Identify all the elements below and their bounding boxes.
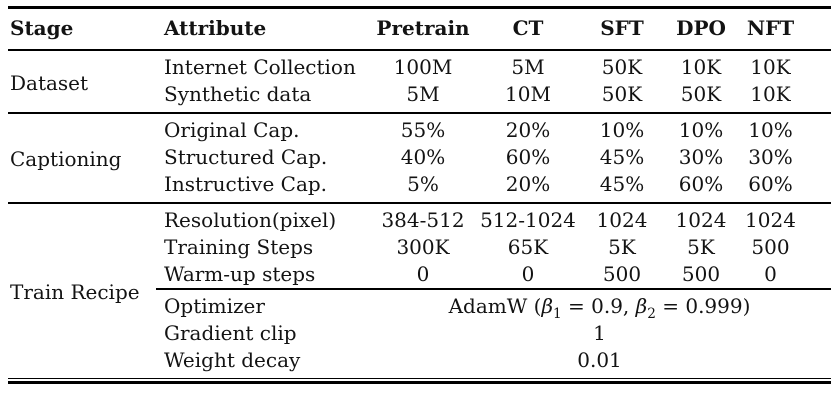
attribute-cell: Training Steps xyxy=(164,235,314,259)
table-row: Dataset Internet Collection 100M 5M 50K … xyxy=(8,50,831,95)
value-cell: 55% xyxy=(368,112,478,144)
value-cell: 500 xyxy=(602,262,642,286)
value-cell: 10% xyxy=(736,112,831,144)
training-stages-table: Stage Attribute Pretrain CT SFT DPO NFT … xyxy=(8,6,831,378)
table-row: Gradient clip 1 xyxy=(8,320,831,347)
stage-cell-dataset: Dataset xyxy=(10,70,89,95)
value-cell: 0.01 xyxy=(577,348,622,372)
value-cell: 5M xyxy=(511,55,545,79)
value-cell: 5K xyxy=(608,235,636,259)
beta2-symbol: β xyxy=(635,294,648,318)
value-cell: 10K xyxy=(750,55,791,79)
table-row: Synthetic data 5M 10M 50K 50K 10K xyxy=(8,81,831,113)
value-cell: 0 xyxy=(416,262,430,286)
value-cell: 0 xyxy=(521,262,535,286)
section-captioning: Captioning Original Cap. 55% 20% 10% 10%… xyxy=(8,112,831,203)
stage-cell-captioning: Captioning xyxy=(8,112,156,203)
value-cell: 100M xyxy=(393,55,453,79)
value-cell: 1024 xyxy=(666,202,736,234)
optimizer-value-part: AdamW ( xyxy=(448,294,542,318)
value-cell: 512-1024 xyxy=(478,202,578,234)
value-cell: 45% xyxy=(599,172,645,196)
value-cell: 10% xyxy=(666,112,736,144)
value-cell: 10K xyxy=(680,55,722,79)
table-header: Stage Attribute Pretrain CT SFT DPO NFT xyxy=(8,7,831,51)
value-cell: 500 xyxy=(751,235,790,259)
value-cell: 20% xyxy=(478,112,578,144)
value-cell: 40% xyxy=(400,145,446,169)
attribute-cell: Internet Collection xyxy=(164,55,356,79)
value-cell: 10M xyxy=(505,82,551,106)
section-train-recipe: Train Recipe Resolution(pixel) 384-512 5… xyxy=(8,202,831,378)
value-cell: 500 xyxy=(681,262,721,286)
header-row: Stage Attribute Pretrain CT SFT DPO NFT xyxy=(8,7,831,51)
header-cell-sft: SFT xyxy=(578,7,666,51)
beta2-subscript: 2 xyxy=(647,306,656,322)
section-dataset: Dataset Internet Collection 100M 5M 50K … xyxy=(8,50,831,113)
value-cell: 50K xyxy=(601,55,643,79)
value-cell: 60% xyxy=(505,145,551,169)
value-cell: 5% xyxy=(407,172,439,196)
attribute-cell: Structured Cap. xyxy=(164,145,328,169)
header-cell-pretrain: Pretrain xyxy=(368,7,478,51)
value-cell: 45% xyxy=(599,145,645,169)
value-cell: 60% xyxy=(678,172,724,196)
attribute-cell: Resolution(pixel) xyxy=(156,202,368,234)
optimizer-value-part: = 0.999) xyxy=(655,294,751,318)
attribute-cell: Instructive Cap. xyxy=(164,172,328,196)
table-row: Train Recipe Resolution(pixel) 384-512 5… xyxy=(8,202,831,378)
attribute-cell: Original Cap. xyxy=(156,112,368,144)
table-row: Captioning Original Cap. 55% 20% 10% 10%… xyxy=(8,112,831,203)
value-cell: 1024 xyxy=(736,202,831,234)
value-cell: 1024 xyxy=(578,202,666,234)
table-row: Warm-up steps 0 0 500 500 0 xyxy=(8,261,831,289)
table-row: Structured Cap. 40% 60% 45% 30% 30% xyxy=(8,144,831,171)
table-bottom-rule xyxy=(8,378,831,384)
header-cell-stage: Stage xyxy=(8,7,156,51)
value-cell: 50K xyxy=(680,82,722,106)
value-cell: 5K xyxy=(687,235,715,259)
value-cell: 10K xyxy=(750,82,791,106)
header-cell-ct: CT xyxy=(478,7,578,51)
value-cell: 65K xyxy=(507,235,549,259)
value-cell: 384-512 xyxy=(368,202,478,234)
header-cell-nft: NFT xyxy=(736,7,831,51)
stage-cell-train-recipe: Train Recipe xyxy=(8,202,156,378)
value-cell: 20% xyxy=(505,172,551,196)
value-cell: 10% xyxy=(578,112,666,144)
value-cell: 0 xyxy=(764,262,777,286)
header-cell-attribute: Attribute xyxy=(156,7,368,51)
table-row: Training Steps 300K 65K 5K 5K 500 xyxy=(8,234,831,261)
value-cell: 30% xyxy=(748,145,793,169)
header-cell-dpo: DPO xyxy=(666,7,736,51)
beta1-subscript: 1 xyxy=(553,306,562,322)
attribute-cell: Warm-up steps xyxy=(164,262,316,286)
value-cell: 50K xyxy=(601,82,643,106)
attribute-cell: Synthetic data xyxy=(164,82,312,106)
value-cell: 5M xyxy=(406,82,440,106)
attribute-cell: Gradient clip xyxy=(164,321,297,345)
attribute-cell: Weight decay xyxy=(164,348,301,372)
table-row: Weight decay 0.01 xyxy=(8,347,831,378)
table-row: Instructive Cap. 5% 20% 45% 60% 60% xyxy=(8,171,831,203)
attribute-cell: Optimizer xyxy=(156,288,368,320)
value-cell: 30% xyxy=(678,145,724,169)
value-cell: 300K xyxy=(396,235,450,259)
beta1-symbol: β xyxy=(541,294,553,318)
optimizer-value-cell: AdamW (β1 = 0.9, β2 = 0.999) xyxy=(368,288,831,322)
table-row-optimizer: Optimizer AdamW (β1 = 0.9, β2 = 0.999) xyxy=(8,288,831,322)
optimizer-value-part: = 0.9, xyxy=(561,294,636,318)
value-cell: 60% xyxy=(748,172,793,196)
value-cell: 1 xyxy=(593,321,606,345)
